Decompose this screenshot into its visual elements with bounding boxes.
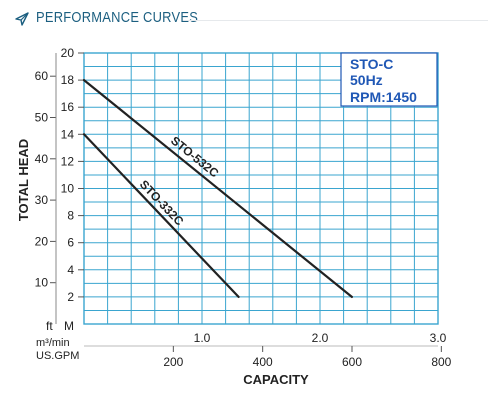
info-box-line-1: STO-C — [350, 56, 393, 72]
paper-plane-icon — [15, 12, 29, 26]
header-divider — [183, 20, 488, 21]
x-m3-unit: m³/min — [36, 337, 70, 349]
info-box: STO-C 50Hz RPM:1450 — [340, 52, 438, 107]
y-m-tick-label: 10 — [61, 182, 75, 196]
y-m-tick-label: 18 — [61, 73, 75, 87]
x-gpm-unit: US.GPM — [36, 350, 79, 362]
section-header: PERFORMANCE CURVES — [0, 0, 488, 40]
curve-sto-332c — [82, 133, 240, 298]
x-gpm-tick-label: 600 — [342, 355, 362, 369]
y-ft-tick-label: 60 — [35, 69, 49, 83]
x-m3-tick-label: 3.0 — [430, 331, 447, 345]
y-m-tick-label: 14 — [61, 127, 75, 141]
y-ft-tick-label: 40 — [35, 152, 49, 166]
y-m-tick-label: 20 — [61, 46, 75, 60]
y-ft-tick-label: 50 — [35, 110, 49, 124]
y-m-tick-label: 12 — [61, 154, 75, 168]
curve-label: STO-532C — [168, 133, 221, 180]
y-ft-unit: ft — [46, 319, 53, 333]
info-box-frame — [340, 52, 438, 107]
y-m-tick-label: 4 — [67, 263, 74, 277]
curve-sto-532c — [82, 78, 353, 298]
x-m3-tick-label: 2.0 — [312, 331, 329, 345]
y-ft-tick-label: 30 — [35, 193, 49, 207]
section-title: PERFORMANCE CURVES — [36, 9, 199, 26]
performance-chart: 2 4 6 8 10 12 14 16 18 20 10 20 30 40 50 60 1.0 2.0 3.0 200… — [16, 46, 452, 387]
y-m-tick-label: 8 — [67, 209, 74, 223]
y-m-tick-label: 16 — [61, 100, 75, 114]
y-m-unit: M — [64, 319, 74, 333]
x-m3-tick-label: 1.0 — [194, 331, 211, 345]
x-axis-label: CAPACITY — [243, 372, 309, 387]
info-box-line-2: 50Hz — [350, 72, 383, 88]
x-gpm-tick-label: 200 — [163, 355, 183, 369]
x-gpm-tick-label: 400 — [253, 355, 273, 369]
chart-axes: 2 4 6 8 10 12 14 16 18 20 10 20 30 40 50 60 1.0 2.0 3.0 200… — [35, 46, 452, 369]
y-ft-tick-label: 10 — [35, 276, 49, 290]
y-ft-tick-label: 20 — [35, 234, 49, 248]
y-m-tick-label: 2 — [67, 290, 74, 304]
info-box-line-3: RPM:1450 — [350, 89, 417, 105]
y-axis-label: TOTAL HEAD — [16, 139, 31, 221]
chart-labels: ft M m³/min US.GPM CAPACITY TOTAL HEAD — [16, 139, 309, 387]
x-gpm-tick-label: 800 — [431, 355, 451, 369]
curve-label: STO-332C — [137, 177, 187, 228]
y-m-tick-label: 6 — [67, 236, 74, 250]
